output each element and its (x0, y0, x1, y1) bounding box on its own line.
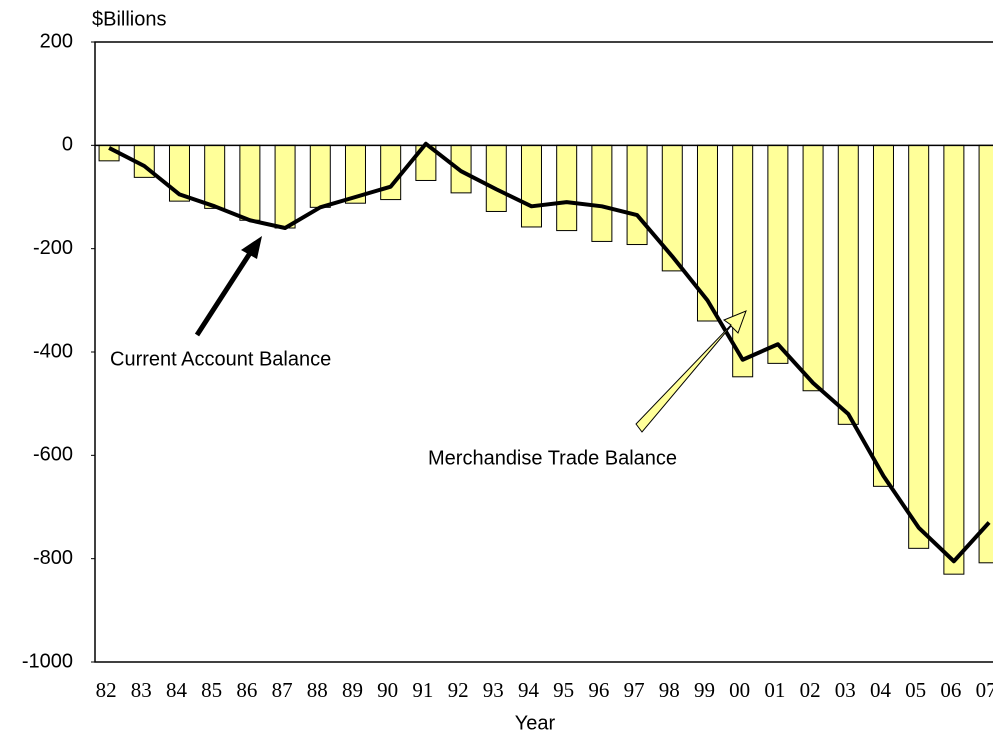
bar (978, 144, 993, 564)
bar (943, 144, 965, 575)
x-tick-label: 87 (272, 678, 293, 702)
x-tick-label: 04 (870, 678, 892, 702)
bar (204, 144, 226, 209)
x-axis-label: Year (515, 712, 556, 734)
x-tick-label: 99 (694, 678, 715, 702)
bar (661, 144, 683, 272)
x-tick-label: 86 (236, 678, 257, 702)
bar (802, 144, 824, 392)
bar (485, 144, 507, 212)
x-tick-label: 83 (131, 678, 152, 702)
annotation: Current Account Balance (110, 348, 331, 370)
y-tick-label: -400 (33, 340, 73, 362)
x-tick-label: 97 (624, 678, 645, 702)
x-tick-label: 01 (764, 678, 785, 702)
y-tick-label: -800 (33, 547, 73, 569)
arrow-head (241, 236, 262, 259)
x-tick-label: 88 (307, 678, 328, 702)
x-tick-label: 84 (166, 678, 188, 702)
bar (556, 144, 578, 232)
x-tick-label: 89 (342, 678, 363, 702)
bar (872, 144, 894, 487)
bar (520, 144, 542, 228)
arrow-shaft (194, 248, 255, 337)
plot-frame (94, 41, 993, 663)
x-tick-label: 94 (518, 678, 540, 702)
y-tick-label: -200 (33, 237, 73, 259)
bar (837, 144, 859, 425)
bar (626, 144, 648, 246)
y-tick-label: -600 (33, 444, 73, 466)
y-tick-label: 200 (40, 30, 73, 52)
x-tick-label: 02 (800, 678, 821, 702)
line (108, 141, 991, 564)
x-tick-label: 00 (729, 678, 750, 702)
x-tick-label: 91 (412, 678, 433, 702)
bar (591, 144, 613, 242)
y-tick-label: -1000 (22, 650, 73, 672)
annotation: Merchandise Trade Balance (428, 447, 677, 469)
x-tick-label: 92 (448, 678, 469, 702)
bar (767, 144, 789, 364)
bar (732, 144, 754, 378)
bar (380, 144, 402, 201)
arrow (635, 310, 747, 433)
x-tick-label: 98 (659, 678, 680, 702)
x-tick-label: 96 (588, 678, 609, 702)
x-tick-label: 90 (377, 678, 398, 702)
x-tick-label: 03 (835, 678, 856, 702)
x-tick-label: 85 (201, 678, 222, 702)
bar (239, 144, 261, 221)
x-tick-label: 95 (553, 678, 574, 702)
y-tick-label: 0 (62, 134, 73, 156)
x-tick-label: 82 (96, 678, 117, 702)
x-tick-label: 93 (483, 678, 504, 702)
bar (274, 144, 296, 229)
x-tick-label: 05 (905, 678, 926, 702)
bar (309, 144, 331, 208)
y-axis-label: $Billions (92, 8, 166, 30)
x-tick-label: 07 (976, 678, 993, 702)
x-tick-label: 06 (940, 678, 961, 702)
plot-area: 200 0 -200 -400 -600 -800 -1000 82 83 84 85 86 87 88 8… (22, 30, 993, 702)
bar (908, 144, 930, 549)
